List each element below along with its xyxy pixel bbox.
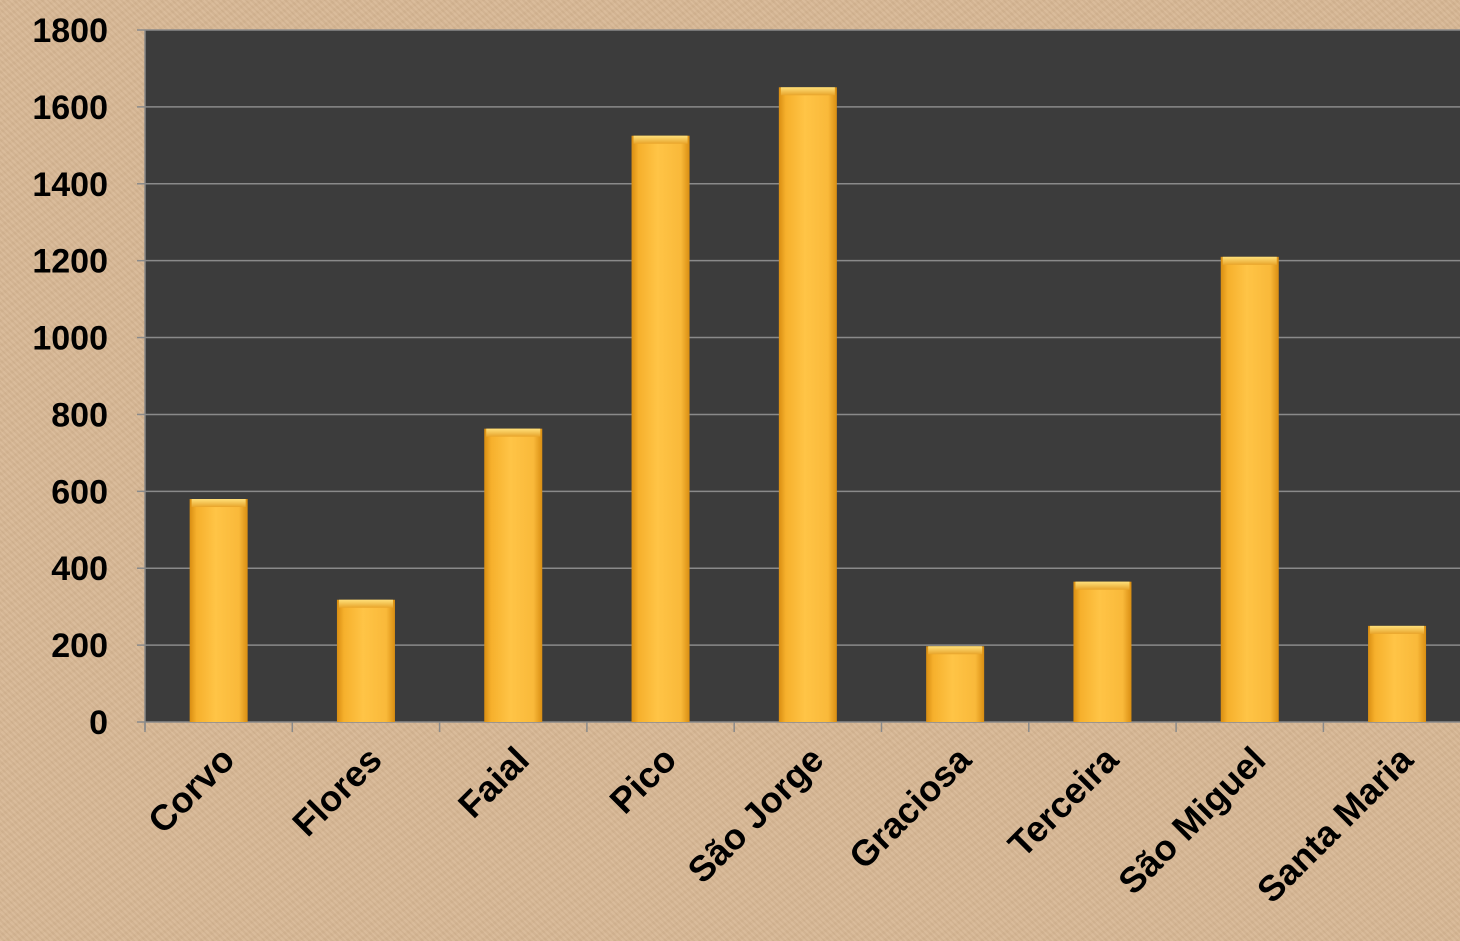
bar-cap <box>486 428 541 437</box>
bars <box>189 87 1427 722</box>
bar <box>778 87 837 722</box>
bar-faial <box>484 428 543 722</box>
bar <box>1073 581 1132 722</box>
y-tick-label: 200 <box>51 627 108 665</box>
y-tick-labels: 0 200 400 600 800 1000 1200 1400 1600 1800 <box>32 12 108 742</box>
x-tick-label: Graciosa <box>841 738 980 877</box>
x-tick-label: São Miguel <box>1110 739 1273 902</box>
y-tick-label: 1200 <box>32 243 108 281</box>
bar-cap <box>633 135 688 144</box>
bar <box>189 499 248 722</box>
y-tick-label: 0 <box>89 704 108 742</box>
x-tick-label: Pico <box>601 739 684 822</box>
bar <box>1368 625 1427 722</box>
bar-corvo <box>189 499 248 722</box>
bar-santa-maria <box>1368 625 1427 722</box>
bar-graciosa <box>926 646 985 722</box>
x-tick-label: Flores <box>284 739 389 844</box>
bar-cap <box>1222 256 1277 265</box>
bar-são-miguel <box>1220 256 1279 722</box>
y-tick-label: 1400 <box>32 166 108 204</box>
bar-terceira <box>1073 581 1132 722</box>
x-tick-label: Terceira <box>1000 738 1127 865</box>
x-tick-label: Santa Maria <box>1249 738 1422 911</box>
bar-cap <box>1370 625 1425 634</box>
bar <box>1220 256 1279 722</box>
y-tick-label: 400 <box>51 550 108 588</box>
y-tick-label: 1800 <box>32 12 108 50</box>
bar <box>631 135 690 722</box>
bar-flores <box>336 599 395 722</box>
bar <box>336 599 395 722</box>
x-tick-label: Corvo <box>140 739 243 842</box>
x-tick-label: São Jorge <box>679 739 831 891</box>
bar <box>484 428 543 722</box>
bar-cap <box>338 599 393 608</box>
bar-cap <box>780 87 835 96</box>
y-tick-label: 600 <box>51 473 108 511</box>
y-tick-label: 1000 <box>32 320 108 358</box>
bar-são-jorge <box>778 87 837 722</box>
bar-cap <box>1075 581 1130 590</box>
bar-cap <box>928 646 983 655</box>
bar-cap <box>191 499 246 508</box>
x-tick-label: Faial <box>450 739 537 826</box>
bar <box>926 646 985 722</box>
bar-pico <box>631 135 690 722</box>
y-tick-label: 1600 <box>32 89 108 127</box>
y-tick-label: 800 <box>51 396 108 434</box>
